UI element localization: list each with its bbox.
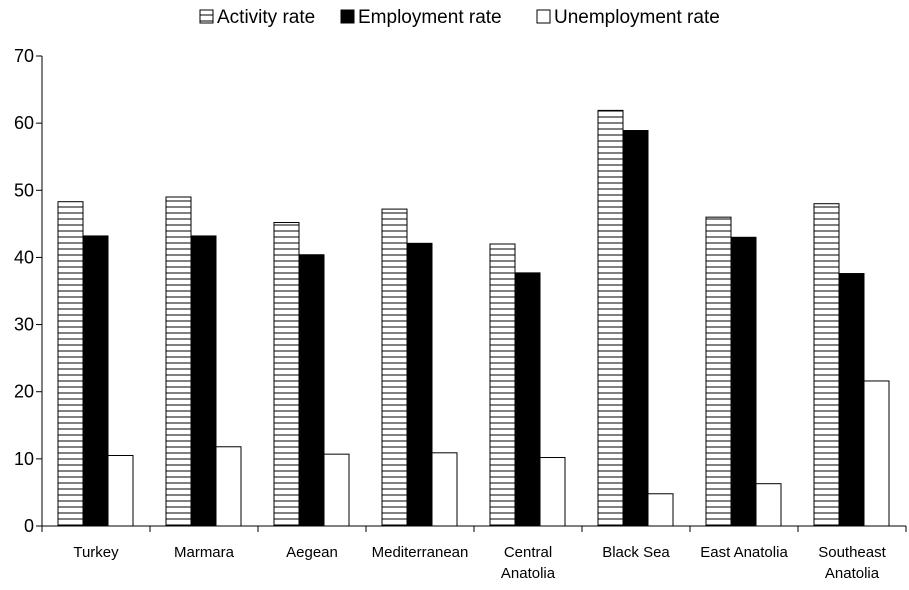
x-category-label: Marmara: [174, 544, 235, 561]
bar-unemployment-rate: [539, 457, 566, 527]
bar-unemployment-rate: [215, 446, 242, 527]
bar-activity-rate: [813, 203, 840, 527]
bar-employment-rate: [406, 242, 433, 527]
x-category-label: Black Sea: [602, 544, 670, 561]
y-tick-label: 70: [14, 46, 34, 66]
bar-unemployment-rate: [107, 455, 134, 527]
bar-unemployment-rate: [755, 483, 782, 527]
bar-unemployment-rate: [323, 453, 350, 527]
y-axis: 0 10 20 30 40 50 60 70: [14, 46, 43, 536]
x-category-label: Aegean: [286, 544, 338, 561]
y-tick-label: 20: [14, 382, 34, 402]
x-category-label: Turkey: [73, 544, 119, 561]
bar-unemployment-rate: [647, 493, 674, 527]
bar-employment-rate: [514, 272, 541, 527]
bar-employment-rate: [82, 235, 109, 527]
y-tick-label: 50: [14, 180, 34, 200]
bar-activity-rate: [381, 208, 408, 527]
x-category-label-line: Anatolia: [825, 565, 880, 582]
legend-label: Activity rate: [217, 7, 315, 28]
x-axis: Turkey Marmara Aegean Mediterranean Central A…: [41, 525, 907, 582]
x-category-label-line: Mediterranean: [372, 544, 469, 561]
legend-swatch: [340, 9, 355, 24]
bar-unemployment-rate: [431, 452, 458, 527]
legend-label: Unemployment rate: [554, 7, 720, 28]
bar-activity-rate: [489, 243, 516, 527]
legend-label: Employment rate: [358, 7, 502, 28]
x-category-label: East Anatolia: [700, 544, 788, 561]
x-category-label-line: Aegean: [286, 544, 338, 561]
x-category-label: Central Anatolia: [501, 544, 556, 582]
bar-employment-rate: [190, 235, 217, 527]
bar-employment-rate: [838, 273, 865, 527]
y-tick-label: 0: [24, 516, 34, 536]
y-tick-label: 40: [14, 247, 34, 267]
y-tick-label: 60: [14, 113, 34, 133]
bar-employment-rate: [298, 254, 325, 527]
bar-activity-rate: [57, 201, 84, 527]
bar-activity-rate: [273, 222, 300, 527]
x-category-label-line: Southeast: [818, 544, 886, 561]
bar-employment-rate: [622, 130, 649, 527]
bar-employment-rate: [730, 236, 757, 527]
legend-swatch: [199, 9, 214, 24]
x-category-label-line: Marmara: [174, 544, 235, 561]
y-tick-label: 10: [14, 449, 34, 469]
y-tick-label: 30: [14, 315, 34, 335]
x-category-label: Mediterranean: [372, 544, 469, 561]
x-category-label: Southeast Anatolia: [818, 544, 886, 582]
legend-item: Unemployment rate: [536, 7, 720, 28]
x-category-label-line: Anatolia: [501, 565, 556, 582]
bar-unemployment-rate: [863, 380, 890, 527]
x-category-label-line: Black Sea: [602, 544, 670, 561]
x-category-label-line: East Anatolia: [700, 544, 788, 561]
legend-swatch: [536, 9, 551, 24]
legend: Activity rate Employment rate Unemployment…: [199, 7, 720, 28]
bar-activity-rate: [705, 216, 732, 527]
bar-activity-rate: [165, 196, 192, 527]
x-category-label-line: Central: [504, 544, 552, 561]
legend-item: Activity rate: [199, 7, 315, 28]
legend-item: Employment rate: [340, 7, 502, 28]
bars: [57, 109, 890, 527]
x-category-label-line: Turkey: [73, 544, 119, 561]
bar-activity-rate: [597, 109, 624, 527]
